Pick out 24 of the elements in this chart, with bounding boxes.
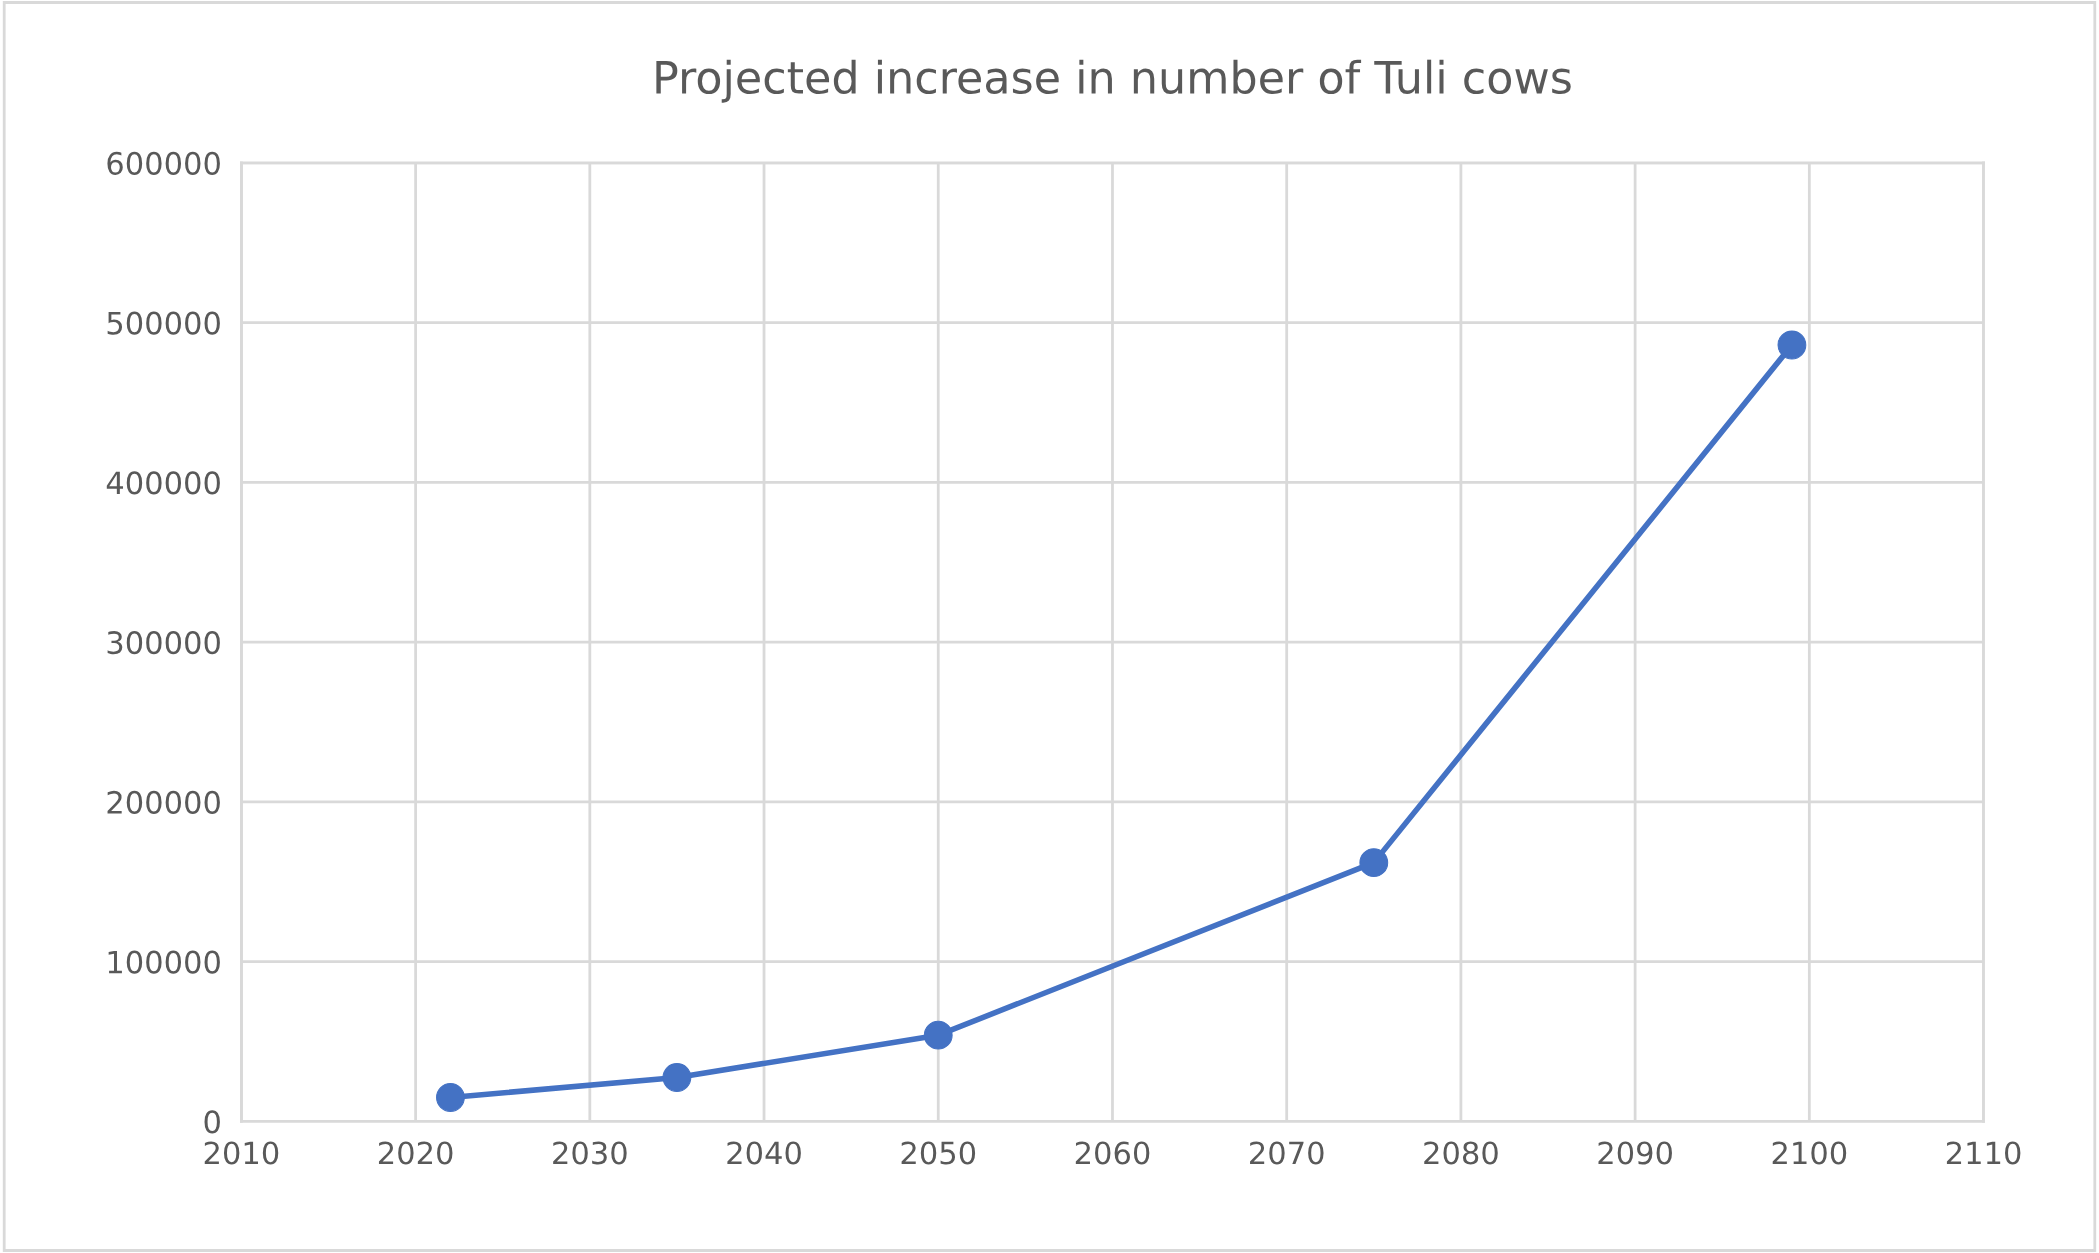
x-tick-label: 2020 [378,1141,453,1165]
point [1359,848,1389,878]
x-tick-label: 2100 [1772,1141,1847,1165]
x-tick-label: 2050 [901,1141,976,1165]
point [923,1020,953,1050]
y-tick-label: 500000 [107,311,220,335]
y-tick-label: 100000 [108,950,220,974]
chart-title: Projected increase in number of Tuli cows [656,59,1571,103]
x-tick-label: 2040 [727,1141,801,1165]
y-tick-label: 0 [204,1110,220,1134]
x-tick-label: 2110 [1946,1141,2021,1165]
x-tick-label: 2010 [204,1141,279,1165]
y-tick-label: 200000 [107,790,220,814]
point [662,1063,692,1092]
x-tick-label: 2080 [1424,1141,1498,1165]
x-tick-label: 2060 [1075,1141,1150,1165]
point [436,1083,465,1112]
point [1777,330,1807,360]
y-tick-label: 400000 [106,471,220,495]
y-tick-label: 600000 [107,151,220,175]
x-tick-label: 2030 [553,1141,627,1165]
x-tick-label: 2090 [1598,1141,1672,1165]
x-tick-label: 2070 [1250,1141,1324,1165]
y-tick-label: 300000 [107,631,220,655]
